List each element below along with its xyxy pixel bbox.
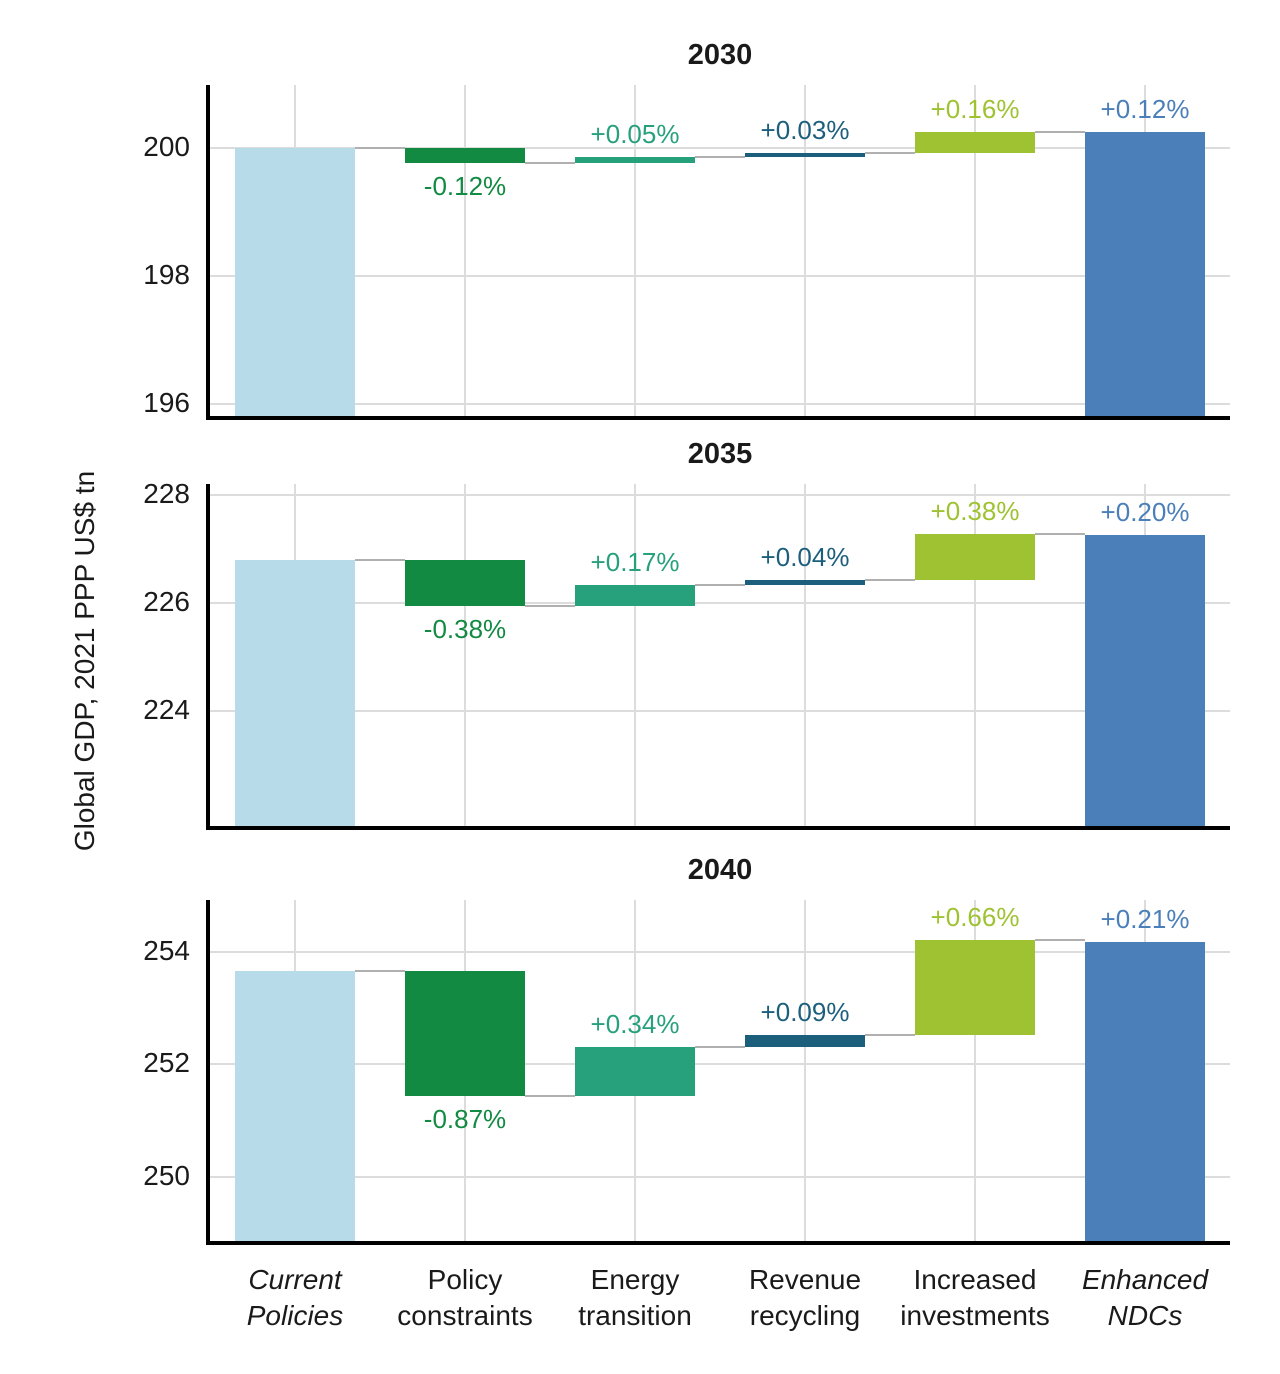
bar-energy-transition <box>575 1046 695 1096</box>
bar-current-policies <box>235 971 355 1245</box>
y-tick-label: 224 <box>143 694 190 726</box>
value-label-energy-transition: +0.34% <box>590 1008 680 1039</box>
y-axis-line <box>206 900 210 1245</box>
bar-policy-constraints <box>405 971 525 1096</box>
bar-policy-constraints <box>405 147 525 164</box>
bar-increased-investments <box>915 132 1035 153</box>
horizontal-gridline <box>210 601 1230 604</box>
horizontal-gridline <box>210 1175 1230 1178</box>
waterfall-connector <box>695 155 745 158</box>
value-label-energy-transition: +0.05% <box>590 118 680 149</box>
vertical-gridline <box>634 484 636 830</box>
value-label-revenue-recycling: +0.04% <box>760 542 850 573</box>
value-label-revenue-recycling: +0.03% <box>760 114 850 145</box>
category-label-enhanced-ndcs: Enhanced NDCs <box>1081 1264 1209 1332</box>
waterfall-connector <box>525 605 575 608</box>
bar-energy-transition <box>575 156 695 164</box>
vertical-gridline <box>464 85 466 420</box>
horizontal-gridline <box>210 710 1230 713</box>
y-tick-label: 200 <box>143 130 190 162</box>
bar-current-policies <box>235 559 355 830</box>
value-label-enhanced-ndcs: +0.21% <box>1100 903 1190 934</box>
waterfall-connector <box>865 579 915 582</box>
horizontal-gridline <box>210 493 1230 496</box>
bar-enhanced-ndcs <box>1085 132 1205 420</box>
bar-enhanced-ndcs <box>1085 535 1205 830</box>
category-label-policy-constraints: Policy constraints <box>397 1264 533 1332</box>
value-label-policy-constraints: -0.87% <box>423 1103 507 1134</box>
waterfall-connector <box>355 558 405 561</box>
y-axis-line <box>206 85 210 420</box>
value-label-policy-constraints: -0.38% <box>423 614 507 645</box>
value-label-energy-transition: +0.17% <box>590 547 680 578</box>
horizontal-gridline <box>210 402 1230 405</box>
waterfall-connector <box>695 1045 745 1048</box>
waterfall-connector <box>1035 131 1085 134</box>
y-tick-label: 250 <box>143 1159 190 1191</box>
vertical-gridline <box>804 484 806 830</box>
waterfall-connector <box>525 162 575 165</box>
value-label-revenue-recycling: +0.09% <box>760 996 850 1027</box>
waterfall-connector <box>525 1094 575 1097</box>
panel-2040: 250 252 254 -0.87% +0.34% +0.09% +0.66% +0.21% <box>143 900 1230 1245</box>
y-tick-label: 198 <box>143 258 190 290</box>
y-tick-label: 226 <box>143 585 190 617</box>
horizontal-gridline <box>210 274 1230 277</box>
vertical-gridline <box>974 85 976 420</box>
bar-revenue-recycling <box>745 152 865 157</box>
y-tick-label: 254 <box>143 934 190 966</box>
x-axis-line <box>206 416 1230 420</box>
category-label-energy-transition: Energy transition <box>578 1264 692 1332</box>
value-label-increased-investments: +0.16% <box>930 94 1020 125</box>
category-label-current-policies: Current Policies <box>246 1264 344 1332</box>
horizontal-gridline <box>210 146 1230 149</box>
panel-title-2030: 2030 <box>687 39 753 71</box>
panel-title-2035: 2035 <box>687 438 753 470</box>
value-label-policy-constraints: -0.12% <box>423 171 507 202</box>
value-label-increased-investments: +0.38% <box>930 495 1020 526</box>
x-axis-line <box>206 826 1230 830</box>
vertical-gridline <box>974 900 976 1245</box>
bar-energy-transition <box>575 585 695 607</box>
category-label-increased-investments: Increased investments <box>900 1264 1050 1332</box>
waterfall-connector <box>355 146 405 149</box>
value-label-enhanced-ndcs: +0.20% <box>1100 497 1190 528</box>
y-axis-title: Global GDP, 2021 PPP US$ tn <box>69 470 100 852</box>
bar-increased-investments <box>915 533 1035 581</box>
value-label-increased-investments: +0.66% <box>930 901 1020 932</box>
vertical-gridline <box>974 484 976 830</box>
vertical-gridline <box>464 484 466 830</box>
waterfall-connector <box>695 584 745 587</box>
horizontal-gridline <box>210 1063 1230 1066</box>
vertical-gridline <box>804 85 806 420</box>
y-tick-label: 196 <box>143 386 190 418</box>
bar-revenue-recycling <box>745 1034 865 1047</box>
waterfall-connector <box>865 151 915 154</box>
x-axis-line <box>206 1241 1230 1245</box>
bar-policy-constraints <box>405 559 525 607</box>
panel-title-2040: 2040 <box>687 854 753 886</box>
horizontal-gridline <box>210 950 1230 953</box>
y-tick-label: 252 <box>143 1047 190 1079</box>
category-label-revenue-recycling: Revenue recycling <box>748 1264 862 1332</box>
bar-enhanced-ndcs <box>1085 941 1205 1245</box>
bar-increased-investments <box>915 939 1035 1035</box>
waterfall-connector <box>1035 938 1085 941</box>
vertical-gridline <box>804 900 806 1245</box>
waterfall-connector <box>355 970 405 973</box>
vertical-gridline <box>634 85 636 420</box>
waterfall-connector <box>1035 532 1085 535</box>
waterfall-connector <box>865 1033 915 1036</box>
panel-2035: 224 226 228 -0.38% +0.17% +0.04% +0.38% +0.20% <box>143 478 1230 830</box>
panel-2030: 196 198 200 -0.12% +0.05% +0.03% +0.16% +0.12% <box>143 85 1230 420</box>
bar-current-policies <box>235 147 355 420</box>
y-tick-label: 228 <box>143 477 190 509</box>
y-axis-line <box>206 484 210 830</box>
value-label-enhanced-ndcs: +0.12% <box>1100 94 1190 125</box>
bar-revenue-recycling <box>745 580 865 586</box>
